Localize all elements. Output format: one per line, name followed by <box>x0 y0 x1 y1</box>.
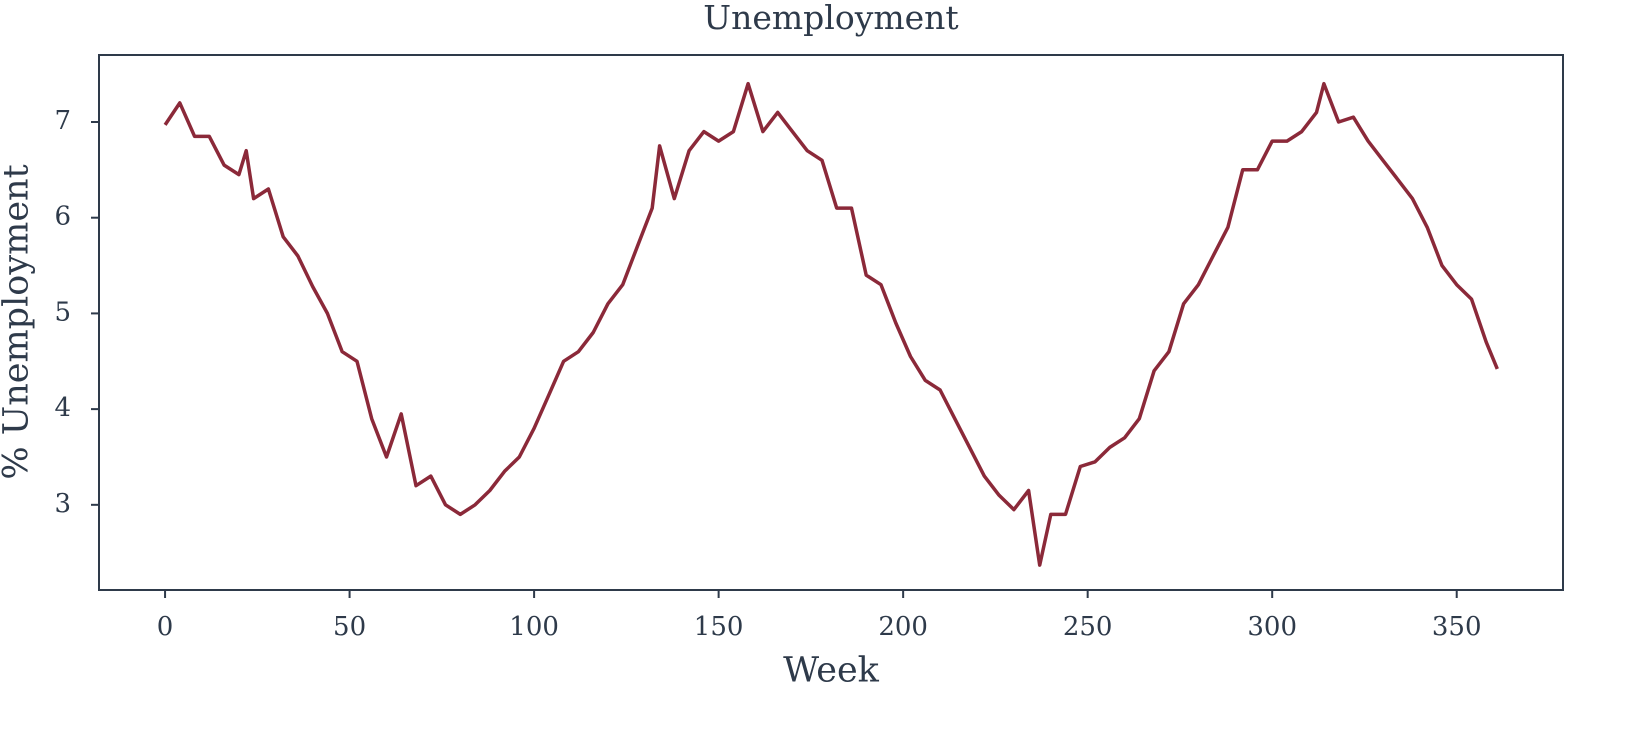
x-tick-label: 0 <box>157 612 174 642</box>
x-tick-label: 100 <box>509 612 559 642</box>
y-tick-label: 6 <box>54 202 71 232</box>
x-tick-label: 350 <box>1432 612 1482 642</box>
x-tick-label: 300 <box>1247 612 1297 642</box>
y-tick-label: 3 <box>54 489 71 519</box>
x-axis-label: Week <box>783 651 880 691</box>
x-tick-label: 200 <box>878 612 928 642</box>
y-tick-label: 4 <box>54 393 71 423</box>
y-tick-label: 5 <box>54 297 71 327</box>
x-tick-label: 250 <box>1063 612 1113 642</box>
plot-frame <box>98 54 1564 591</box>
x-tick-label: 50 <box>333 612 366 642</box>
x-tick-label: 150 <box>694 612 744 642</box>
chart-title: Unemployment <box>703 0 958 37</box>
data-line <box>163 81 1499 567</box>
y-axis-label: % Unemployment <box>0 164 37 479</box>
y-tick-label: 7 <box>54 106 71 136</box>
